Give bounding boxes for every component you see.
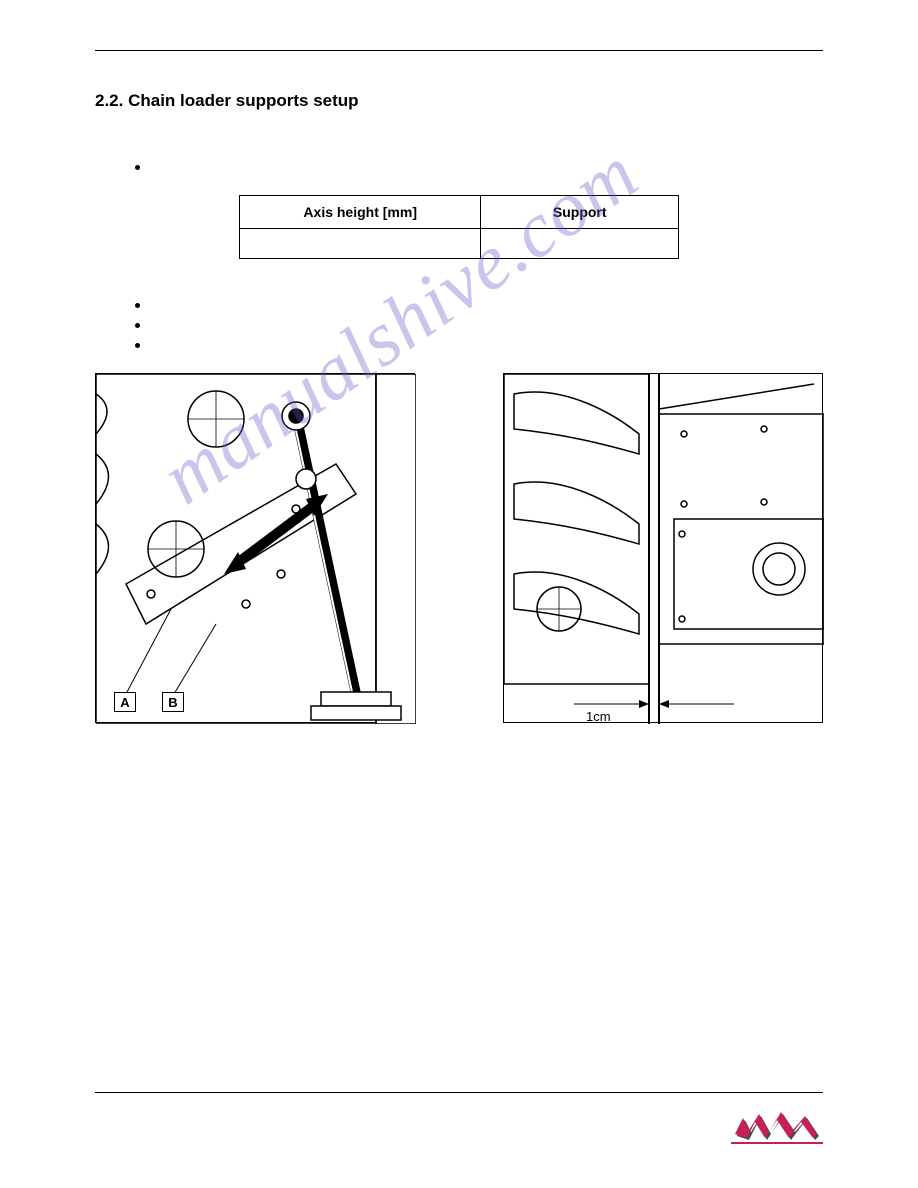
bullet [135,299,823,313]
figure-left: A B [95,373,415,723]
table-row [240,229,679,259]
top-rule [95,50,823,51]
bottom-rule [95,1092,823,1093]
bullets-bottom [95,299,823,353]
col-header-support: Support [481,196,679,229]
col-header-axis-height: Axis height [mm] [240,196,481,229]
bullet-dot [135,323,140,328]
figure-right-svg [504,374,824,724]
figure-right: 1cm [503,373,823,723]
support-table: Axis height [mm] Support [239,195,679,259]
bullet [135,339,823,353]
figure-left-svg [96,374,416,724]
lns-logo [731,1112,823,1148]
section-heading: 2.2. Chain loader supports setup [95,91,823,111]
bullet-dot [135,303,140,308]
callout-a: A [114,692,136,712]
dimension-label-1cm: 1cm [586,709,611,724]
bullet-dot [135,343,140,348]
bullets-top [95,161,823,175]
callout-b: B [162,692,184,712]
bullet [135,319,823,333]
cell-support [481,229,679,259]
support-table-wrap: Axis height [mm] Support [239,195,679,259]
bullet-dot [135,165,140,170]
figure-row: A B [95,373,823,723]
bullet [135,161,823,175]
cell-axis-height [240,229,481,259]
page: 2.2. Chain loader supports setup Axis he… [0,0,918,1188]
